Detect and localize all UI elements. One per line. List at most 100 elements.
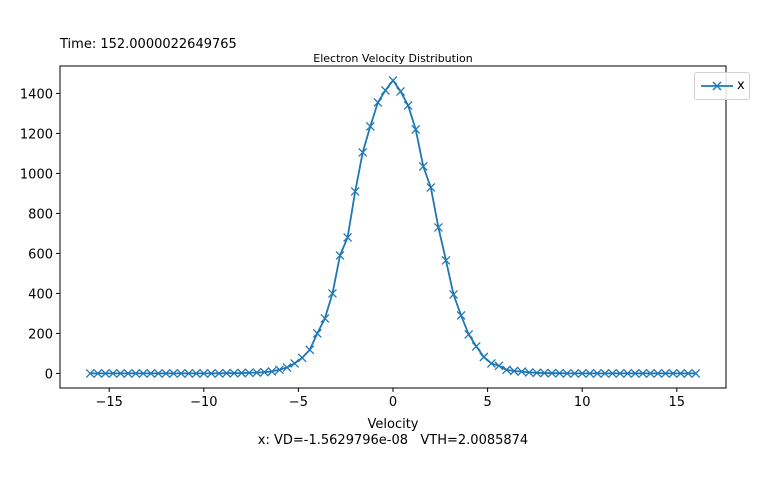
data-point-marker — [267, 366, 277, 376]
data-point-marker — [85, 368, 95, 378]
data-point-marker — [214, 368, 224, 378]
data-point-marker — [358, 147, 368, 157]
data-point-marker — [153, 368, 163, 378]
data-point-marker — [638, 368, 648, 378]
data-point-marker — [486, 358, 496, 368]
data-point-marker — [577, 368, 587, 378]
y-tick-label: 1400 — [20, 87, 53, 102]
x-tick-label: −15 — [95, 395, 122, 410]
stats-readout: x: VD=-1.5629796e-08 VTH=2.0085874 — [257, 433, 529, 448]
data-point-marker — [464, 329, 474, 339]
y-tick-label: 600 — [28, 247, 53, 262]
y-tick-label: 400 — [28, 287, 53, 302]
data-point-marker — [509, 366, 519, 376]
data-point-marker — [456, 310, 466, 320]
data-point-marker — [108, 368, 118, 378]
data-point-marker — [433, 222, 443, 232]
data-point-marker — [199, 368, 209, 378]
data-point-marker — [502, 365, 511, 375]
data-point-marker — [592, 368, 602, 378]
data-point-marker — [161, 368, 171, 378]
x-tick-label: 10 — [574, 395, 591, 410]
data-point-marker — [645, 368, 655, 378]
series-layer — [85, 75, 701, 378]
legend-line-marker-icon — [701, 81, 733, 91]
y-tick-label: 1000 — [20, 167, 53, 182]
data-point-marker — [449, 289, 459, 299]
series-line — [90, 79, 696, 375]
data-point-marker — [365, 121, 375, 131]
data-point-marker — [479, 352, 489, 362]
x-tick-label: −10 — [190, 395, 217, 410]
data-point-marker — [388, 75, 398, 85]
data-point-marker — [630, 368, 640, 378]
data-point-marker — [191, 368, 201, 378]
x-tick-label: 0 — [389, 395, 397, 410]
data-point-marker — [312, 328, 322, 338]
y-tick-label: 800 — [28, 207, 53, 222]
chart-title: Electron Velocity Distribution — [313, 52, 473, 65]
data-point-marker — [426, 182, 436, 192]
data-point-marker — [222, 368, 231, 378]
data-point-marker — [100, 368, 110, 378]
data-point-marker — [403, 100, 413, 110]
data-point-marker — [138, 368, 148, 378]
data-point-marker — [396, 86, 406, 96]
data-point-marker — [297, 353, 307, 363]
data-point-marker — [683, 368, 693, 378]
data-point-marker — [184, 368, 194, 378]
data-point-marker — [305, 345, 315, 355]
data-point-marker — [691, 368, 701, 378]
data-point-marker — [555, 368, 564, 378]
plot-frame — [59, 65, 727, 389]
data-point-marker — [244, 368, 254, 378]
data-point-marker — [539, 368, 549, 378]
data-point-marker — [252, 368, 262, 378]
data-point-marker — [116, 368, 126, 378]
data-point-marker — [600, 368, 610, 378]
data-point-marker — [532, 368, 542, 378]
data-point-marker — [229, 368, 239, 378]
data-point-marker — [335, 250, 345, 260]
data-point-marker — [570, 368, 580, 378]
data-point-marker — [327, 288, 337, 298]
x-tick-label: 15 — [669, 395, 686, 410]
data-point-marker — [660, 368, 670, 378]
x-axis-ticks: −15 −10 −5 0 5 10 15 — [95, 388, 685, 410]
data-point-marker — [290, 358, 300, 368]
data-point-marker — [350, 186, 360, 196]
data-point-marker — [615, 368, 625, 378]
data-point-marker — [275, 365, 284, 375]
data-point-marker — [547, 368, 557, 378]
data-point-marker — [418, 161, 428, 171]
y-axis-ticks: 0 200 400 600 800 1000 1200 1400 — [20, 87, 60, 382]
data-point-marker — [282, 362, 292, 372]
data-point-marker — [146, 368, 156, 378]
y-tick-label: 0 — [45, 367, 53, 382]
data-point-marker — [123, 368, 133, 378]
data-point-marker — [320, 313, 330, 323]
data-point-marker — [93, 368, 103, 378]
data-point-marker — [343, 232, 353, 242]
x-tick-label: 5 — [483, 395, 491, 410]
data-point-marker — [176, 368, 186, 378]
data-point-marker — [373, 97, 383, 107]
data-point-marker — [585, 368, 595, 378]
legend: x — [694, 72, 750, 100]
data-point-marker — [441, 255, 451, 265]
data-point-marker — [524, 367, 534, 377]
data-point-marker — [653, 368, 663, 378]
data-point-marker — [169, 368, 178, 378]
data-point-marker — [668, 368, 678, 378]
data-point-marker — [131, 368, 141, 378]
data-point-marker — [494, 361, 504, 371]
legend-entry-label: x — [737, 78, 745, 93]
x-tick-label: −5 — [289, 395, 308, 410]
data-point-marker — [608, 368, 617, 378]
y-tick-label: 1200 — [20, 127, 53, 142]
data-point-marker — [623, 368, 633, 378]
data-point-marker — [471, 341, 481, 351]
data-point-marker — [411, 124, 421, 134]
x-axis-label: Velocity — [367, 417, 419, 432]
